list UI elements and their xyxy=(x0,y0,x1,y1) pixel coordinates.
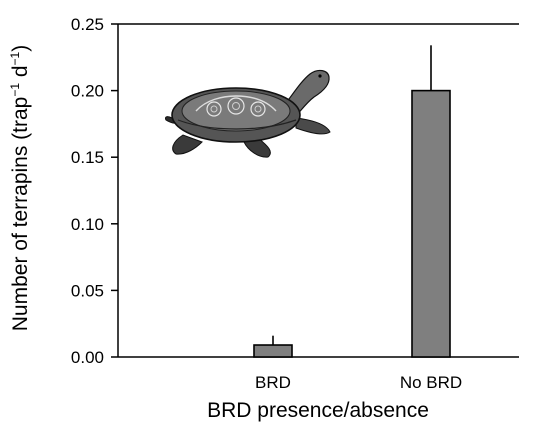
y-axis-title-prefix: Number of terrapins (trap xyxy=(9,97,32,332)
y-axis-title-exp2: −1 xyxy=(8,51,22,65)
y-axis-title-suffix: ) xyxy=(9,45,32,52)
x-tick-label-brd: BRD xyxy=(255,373,291,392)
bars xyxy=(253,45,451,358)
y-axis-title: Number of terrapins (trap−1 d−1) xyxy=(8,45,32,331)
y-tick-label: 0.00 xyxy=(71,348,104,367)
y-tick-label: 0.25 xyxy=(71,15,104,34)
y-tick-label: 0.20 xyxy=(71,82,104,101)
bar-no-brd xyxy=(411,89,451,358)
y-axis-title-mid: d xyxy=(9,65,32,83)
y-tick-label: 0.05 xyxy=(71,281,104,300)
bar-brd xyxy=(253,344,293,358)
y-ticks: 0.00 0.05 0.10 0.15 0.20 0.25 xyxy=(71,15,118,367)
y-tick-label: 0.15 xyxy=(71,148,104,167)
x-axis-title: BRD presence/absence xyxy=(207,399,429,422)
y-axis-title-exp1: −1 xyxy=(8,83,22,97)
y-tick-label: 0.10 xyxy=(71,215,104,234)
x-tick-label-no-brd: No BRD xyxy=(400,373,462,392)
terrapin-illustration xyxy=(165,69,331,158)
